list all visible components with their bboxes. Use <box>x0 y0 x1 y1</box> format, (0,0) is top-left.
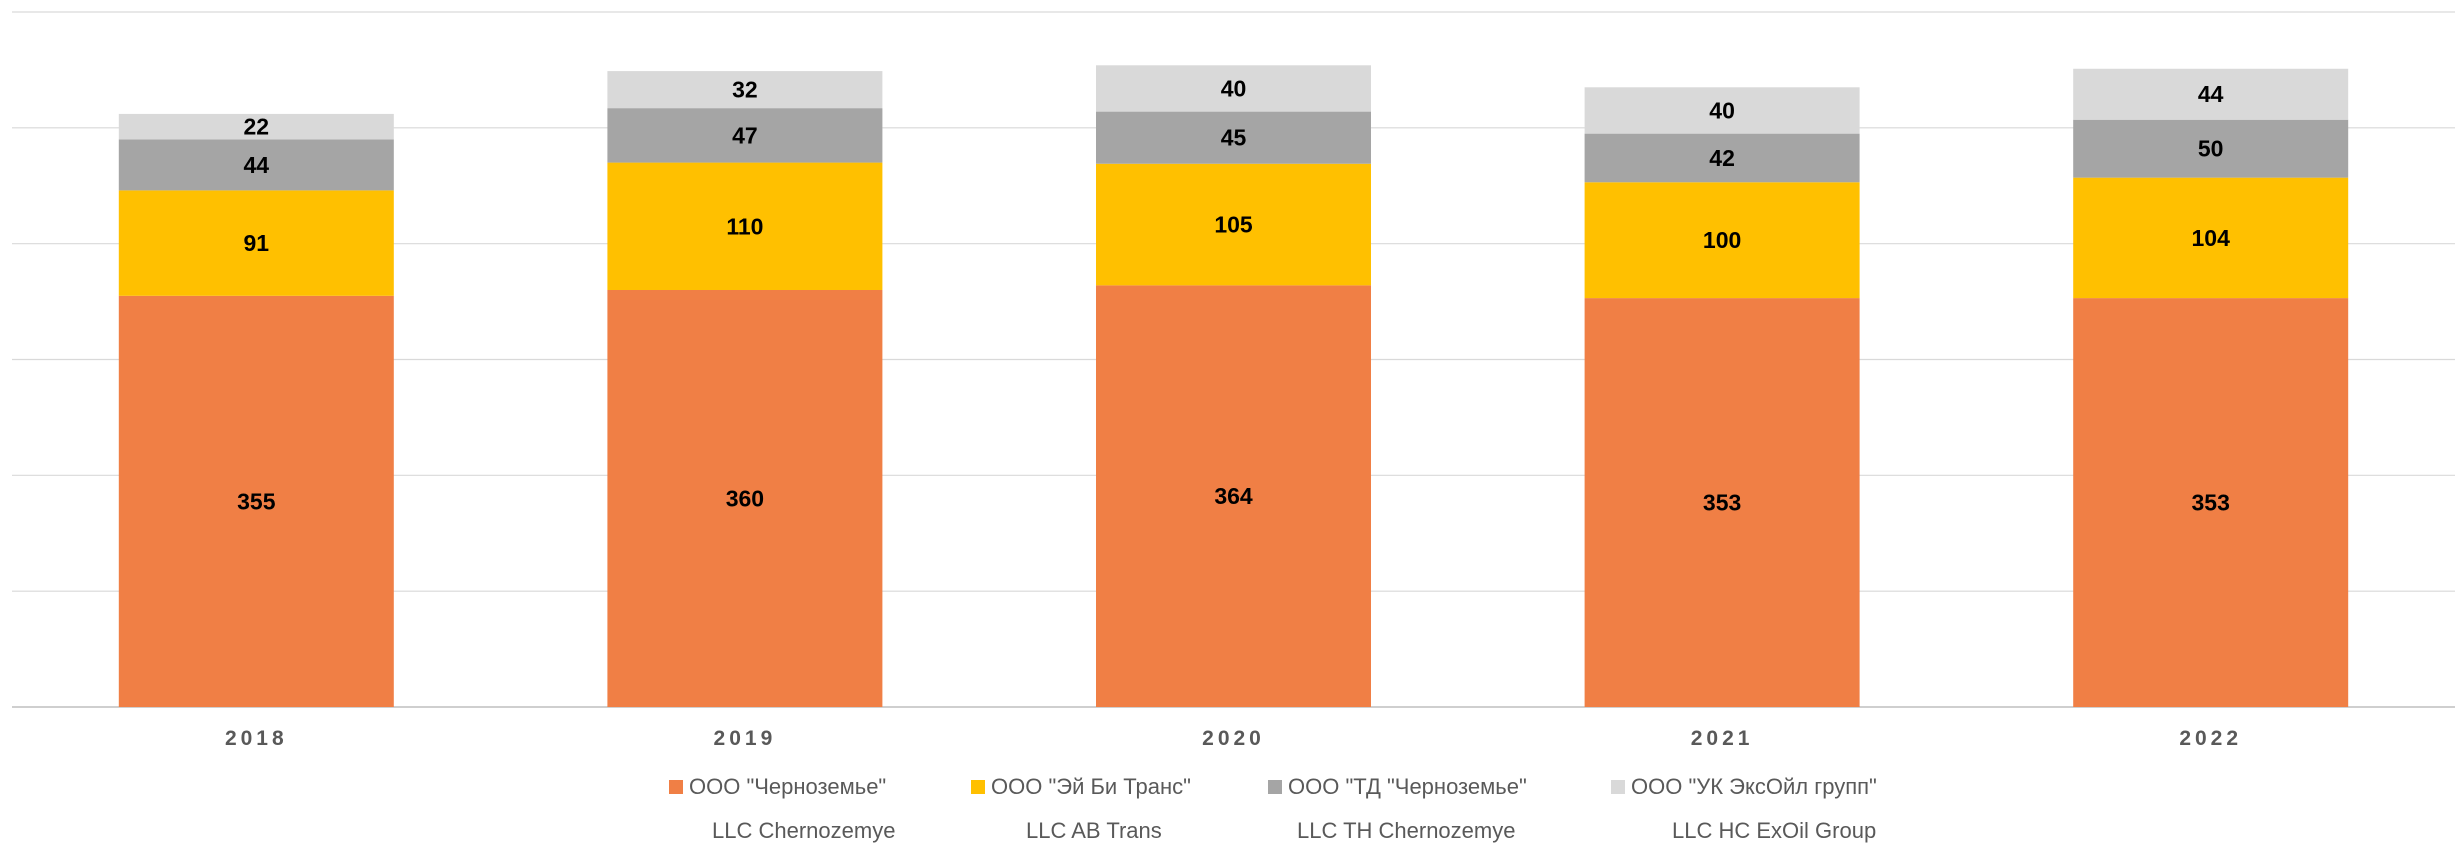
bars <box>118 65 2349 707</box>
bar-segment <box>118 113 394 140</box>
data-labels: 355 91 44 22 360 110 47 32 364 105 45 40 353 100 42 40 3… <box>237 75 2230 515</box>
legend-swatch-td-chernozemye <box>1268 780 1282 794</box>
data-label: 44 <box>2198 81 2224 107</box>
data-label: 91 <box>244 230 270 256</box>
bar-segment <box>607 108 883 163</box>
data-label: 105 <box>1214 212 1253 238</box>
data-label: 104 <box>2192 225 2231 251</box>
legend-label-exoil: ООО "УК ЭксОйл групп" <box>1631 774 1877 799</box>
x-tick-label: 2022 <box>2179 727 2242 750</box>
data-label: 360 <box>726 486 764 512</box>
stacked-bar-chart: 355 91 44 22 360 110 47 32 364 105 45 40 353 100 42 40 3… <box>12 11 2455 750</box>
data-label: 353 <box>2192 490 2230 516</box>
data-label: 47 <box>732 122 758 148</box>
bar-segment <box>607 71 883 109</box>
bar-segment <box>1096 111 1371 164</box>
legend-item-td-chernozemye[interactable]: ООО "ТД "Черноземье" <box>1268 774 1527 800</box>
data-label: 355 <box>237 488 276 514</box>
legend-item-chernozemye[interactable]: ООО "Черноземье" <box>669 774 886 800</box>
legend-swatch-chernozemye <box>669 780 683 794</box>
data-label: 40 <box>1221 75 1247 101</box>
bar-segment <box>2073 177 2349 299</box>
legend-label-chernozemye: ООО "Черноземье" <box>689 774 887 799</box>
bar-segment <box>1584 133 1860 183</box>
legend: ООО "Черноземье" ООО "Эй Би Транс" ООО "… <box>0 774 2455 808</box>
bar-segment <box>1584 87 1860 134</box>
x-tick-label: 2020 <box>1202 727 1265 750</box>
legend-swatch-ab-trans <box>971 780 985 794</box>
legend-label-ab-trans: ООО "Эй Би Транс" <box>991 774 1191 799</box>
x-tick-label: 2019 <box>714 727 777 750</box>
legend-item-ab-trans[interactable]: ООО "Эй Би Транс" <box>971 774 1191 800</box>
data-label: 50 <box>2198 136 2224 162</box>
bar-segment <box>607 162 883 290</box>
legend-sublabel-chernozemye: LLC Chernozemye <box>712 818 896 843</box>
bar-segment <box>118 139 394 191</box>
legend-sublabel-ab-trans: LLC AB Trans <box>1026 818 1162 843</box>
data-label: 32 <box>732 77 758 103</box>
data-label: 44 <box>244 152 270 178</box>
x-axis-tick-labels: 2018 2019 2020 2021 2022 <box>225 727 2242 750</box>
bar-segment <box>118 190 394 296</box>
data-label: 353 <box>1703 490 1741 516</box>
bar-segment <box>2073 68 2349 120</box>
legend-item-exoil[interactable]: ООО "УК ЭксОйл групп" <box>1611 774 1877 800</box>
data-label: 110 <box>726 213 763 239</box>
bar-segment <box>1584 182 1860 299</box>
bar-segment <box>2073 119 2349 178</box>
legend-swatch-exoil <box>1611 780 1625 794</box>
bar-segment <box>118 295 394 707</box>
bar-segment <box>2073 298 2349 707</box>
data-label: 45 <box>1221 125 1247 151</box>
bar-segment <box>1096 285 1371 707</box>
bar-segment <box>607 290 883 707</box>
x-tick-label: 2021 <box>1691 727 1754 750</box>
bar-segment <box>1096 65 1371 112</box>
bar-segment <box>1584 298 1860 707</box>
x-tick-label: 2018 <box>225 727 288 750</box>
legend-sublabel-exoil: LLC HC ExOil Group <box>1672 818 1877 843</box>
data-label: 42 <box>1709 145 1735 171</box>
legend-label-td-chernozemye: ООО "ТД "Черноземье" <box>1288 774 1527 799</box>
data-label: 40 <box>1709 97 1735 123</box>
data-label: 100 <box>1703 227 1741 253</box>
data-label: 364 <box>1214 483 1253 509</box>
legend-english-sublabels: LLC Chernozemye LLC AB Trans LLC TH Cher… <box>0 818 2455 844</box>
data-label: 22 <box>244 114 270 140</box>
bar-segment <box>1096 163 1371 286</box>
legend-sublabel-td-chernozemye: LLC TH Chernozemye <box>1297 818 1516 843</box>
